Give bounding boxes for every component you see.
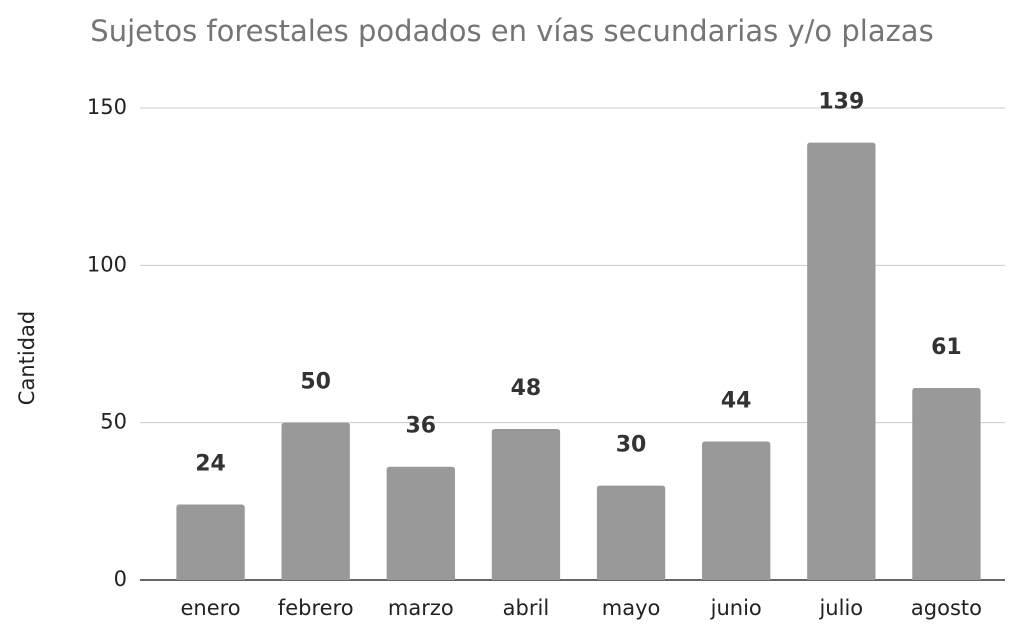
data-label: 61 bbox=[931, 335, 962, 360]
x-tick-label: agosto bbox=[911, 596, 982, 620]
data-label: 24 bbox=[195, 451, 226, 476]
y-tick-label: 0 bbox=[114, 567, 127, 591]
data-label: 139 bbox=[818, 90, 864, 115]
data-label: 44 bbox=[721, 389, 752, 414]
data-label: 48 bbox=[511, 376, 542, 401]
x-tick-label: junio bbox=[710, 596, 762, 620]
data-label: 50 bbox=[300, 370, 331, 395]
bar bbox=[386, 466, 455, 580]
y-tick-label: 50 bbox=[100, 410, 127, 434]
bar bbox=[491, 428, 561, 580]
bar bbox=[807, 142, 876, 580]
chart-title: Sujetos forestales podados en vías secun… bbox=[90, 14, 933, 48]
bar bbox=[596, 485, 666, 580]
y-tick-label: 150 bbox=[87, 95, 127, 119]
bar bbox=[281, 422, 350, 580]
y-axis-label: Cantidad bbox=[15, 311, 39, 405]
x-tick-label: enero bbox=[180, 596, 240, 620]
x-tick-label: julio bbox=[818, 596, 863, 620]
bar bbox=[176, 504, 245, 580]
bar bbox=[912, 388, 981, 580]
data-label: 36 bbox=[406, 414, 437, 439]
x-tick-label: mayo bbox=[602, 596, 661, 620]
data-label: 30 bbox=[616, 433, 647, 458]
x-tick-label: febrero bbox=[278, 596, 354, 620]
x-tick-label: marzo bbox=[388, 596, 454, 620]
y-tick-label: 100 bbox=[87, 252, 127, 276]
bar bbox=[702, 441, 771, 580]
x-tick-label: abril bbox=[503, 596, 550, 620]
